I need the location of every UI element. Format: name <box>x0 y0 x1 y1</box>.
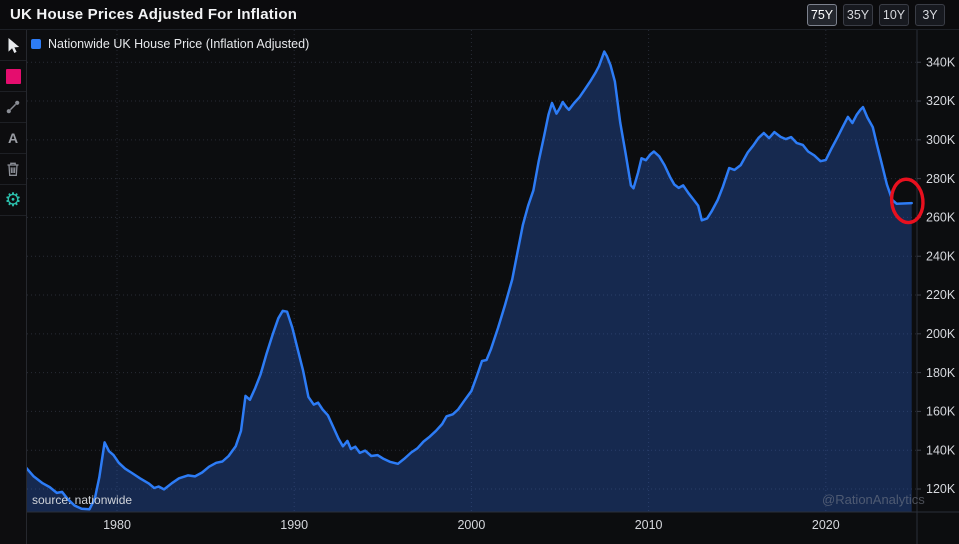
watermark: @RationAnalytics <box>822 492 925 507</box>
svg-text:140K: 140K <box>926 443 956 457</box>
gear-icon: ⚙ <box>4 189 22 211</box>
trash-icon <box>7 162 19 176</box>
cursor-icon <box>8 37 20 53</box>
chart-area: 120K 140K 160K 180K 200K 220K 240K 260K 280K 300K… <box>27 30 959 544</box>
series-legend[interactable]: Nationwide UK House Price (Inflation Adj… <box>31 37 309 51</box>
svg-text:1980: 1980 <box>103 518 131 532</box>
gridlines <box>27 30 917 512</box>
svg-text:260K: 260K <box>926 211 956 225</box>
range-button-3y[interactable]: 3Y <box>915 3 945 26</box>
range-button-10y[interactable]: 10Y <box>879 3 909 26</box>
text-icon: A <box>7 130 19 146</box>
legend-label: Nationwide UK House Price (Inflation Adj… <box>48 37 310 51</box>
axes <box>27 30 959 544</box>
svg-text:2010: 2010 <box>635 518 663 532</box>
text-tool[interactable]: A <box>0 123 26 154</box>
settings-tool[interactable]: ⚙ <box>0 185 26 216</box>
svg-text:180K: 180K <box>926 366 956 380</box>
range-button-35y[interactable]: 35Y <box>843 3 873 26</box>
chart-background <box>27 30 959 544</box>
price-series <box>27 50 913 512</box>
drawing-toolbar: A ⚙ <box>0 30 27 544</box>
source-label: source: nationwide <box>32 493 133 507</box>
svg-text:340K: 340K <box>926 55 956 69</box>
svg-text:2020: 2020 <box>812 518 840 532</box>
delete-tool[interactable] <box>0 154 26 185</box>
svg-text:320K: 320K <box>926 94 956 108</box>
svg-text:200K: 200K <box>926 327 956 341</box>
red-circle-annotation[interactable] <box>889 177 926 225</box>
svg-text:280K: 280K <box>926 172 956 186</box>
page-title: UK House Prices Adjusted For Inflation <box>10 6 298 23</box>
svg-text:1990: 1990 <box>280 518 308 532</box>
svg-text:160K: 160K <box>926 405 956 419</box>
price-chart[interactable]: 120K 140K 160K 180K 200K 220K 240K 260K 280K 300K… <box>27 30 959 544</box>
header: UK House Prices Adjusted For Inflation 7… <box>0 0 959 30</box>
color-swatch-tool[interactable] <box>0 61 26 92</box>
time-axis[interactable]: 1980 1990 2000 2010 2020 <box>103 518 840 532</box>
svg-text:300K: 300K <box>926 133 956 147</box>
range-switcher: 75Y 35Y 10Y 3Y <box>807 3 959 26</box>
svg-text:2000: 2000 <box>457 518 485 532</box>
legend-swatch-icon <box>31 39 41 49</box>
range-button-75y[interactable]: 75Y <box>807 3 837 26</box>
cursor-tool[interactable] <box>0 30 26 61</box>
pink-square-swatch-icon <box>5 68 21 84</box>
price-axis[interactable]: 120K 140K 160K 180K 200K 220K 240K 260K 280K 300K… <box>917 55 956 496</box>
trendline-icon <box>6 100 20 114</box>
svg-text:120K: 120K <box>926 482 956 496</box>
svg-text:220K: 220K <box>926 288 956 302</box>
trendline-tool[interactable] <box>0 92 26 123</box>
svg-text:240K: 240K <box>926 249 956 263</box>
